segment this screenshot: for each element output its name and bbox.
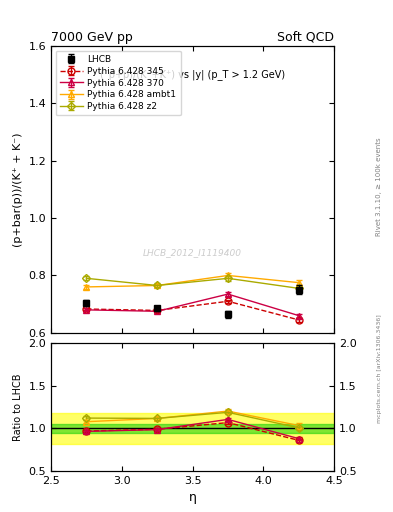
Legend: LHCB, Pythia 6.428 345, Pythia 6.428 370, Pythia 6.428 ambt1, Pythia 6.428 z2: LHCB, Pythia 6.428 345, Pythia 6.428 370… [55, 51, 181, 115]
Text: 7000 GeV pp: 7000 GeV pp [51, 31, 133, 44]
Y-axis label: (p+bar(p))/(K⁺ + K⁻): (p+bar(p))/(K⁺ + K⁻) [13, 132, 23, 247]
Text: LHCB_2012_I1119400: LHCB_2012_I1119400 [143, 248, 242, 257]
Bar [51, 424, 334, 433]
Text: mcplots.cern.ch [arXiv:1306.3436]: mcplots.cern.ch [arXiv:1306.3436] [377, 314, 382, 423]
Text: Rivet 3.1.10, ≥ 100k events: Rivet 3.1.10, ≥ 100k events [376, 138, 382, 236]
X-axis label: η: η [189, 492, 196, 504]
Text: (¯p+p)/(K⁻+K⁺) vs |y| (p_T > 1.2 GeV): (¯p+p)/(K⁻+K⁺) vs |y| (p_T > 1.2 GeV) [100, 69, 285, 80]
Y-axis label: Ratio to LHCB: Ratio to LHCB [13, 373, 23, 441]
Text: Soft QCD: Soft QCD [277, 31, 334, 44]
